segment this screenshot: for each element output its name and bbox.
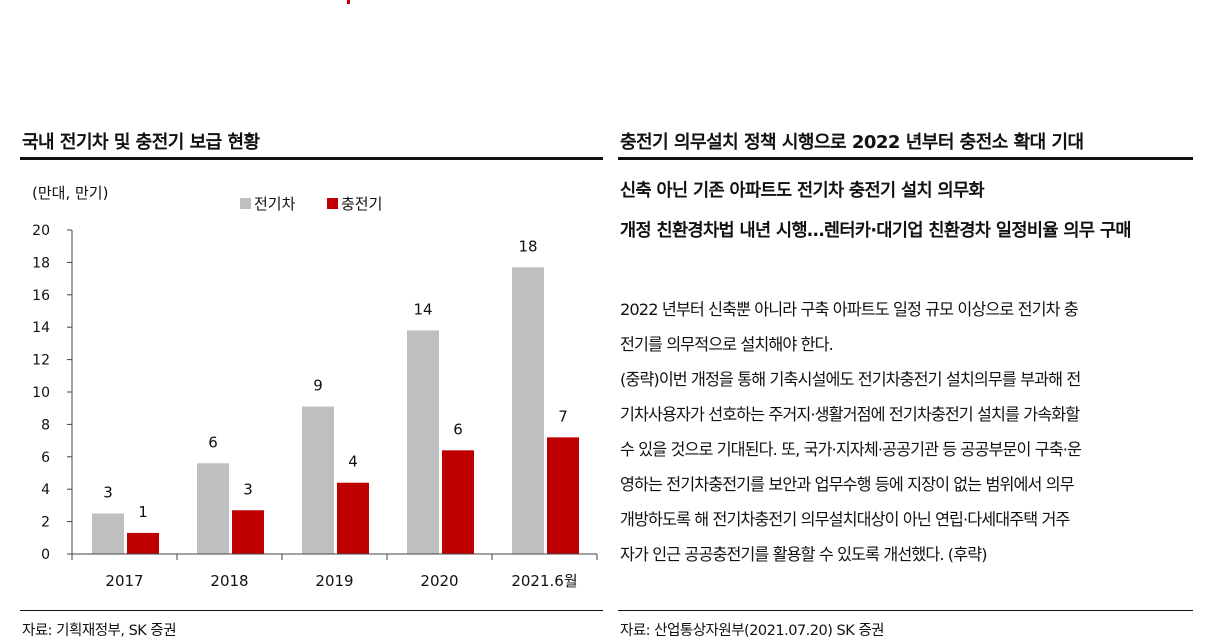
article-body-line: 개방하도록 해 전기차충전기 의무설치대상이 아닌 연립·다세대주택 거주 [620,510,1070,529]
bar-data-label: 6 [208,433,218,451]
article-body-line: 자가 인근 공공충전기를 활용할 수 있도록 개선했다. (후략) [620,545,988,564]
left-title-rule [20,157,603,160]
x-tick-label: 2017 [105,572,143,590]
chart-legend: 전기차 충전기 [240,195,382,213]
bar-data-label: 9 [313,377,323,395]
bar-charger [127,532,159,554]
bar-data-label: 7 [558,407,568,425]
bar-charger [337,482,369,554]
y-tick-label: 12 [32,353,50,369]
bar-ev [407,330,439,554]
headline-1: 신축 아닌 기존 아파트도 전기차 충전기 설치 의무화 [620,181,985,201]
left-panel-title: 국내 전기차 및 충전기 보급 현황 [22,132,260,153]
article-body-line: 2022 년부터 신축뿐 아니라 구축 아파트도 일정 규모 이상으로 전기차 … [620,300,1079,319]
right-panel-title: 충전기 의무설치 정책 시행으로 2022 년부터 충전소 확대 기대 [620,132,1084,153]
x-tick-label: 2018 [210,572,248,590]
x-tick-label: 2019 [315,572,353,590]
x-axis: 2017 2018 2019 2020 2021.6월 [71,553,598,590]
chart-unit-label: (만대, 만기) [32,184,108,202]
bar-data-label: 18 [518,237,537,255]
legend-label-0: 전기차 [254,195,296,213]
left-source-rule [20,610,603,611]
right-source: 자료: 산업통상자원부(2021.07.20) SK 증권 [620,623,885,639]
article-body-line: 전기를 의무적으로 설치해야 한다. [620,335,834,354]
bar-data-label: 1 [138,503,148,521]
red-dot-decoration [347,0,350,4]
left-source: 자료: 기획재정부, SK 증권 [22,623,177,639]
bar-charger [442,450,474,554]
article-body-line: (중략)이번 개정을 통해 기축시설에도 전기차충전기 설치의무를 부과해 전 [620,370,1081,389]
chart-bars: 3 1 6 3 9 4 14 6 18 7 [92,237,579,554]
bar-ev [92,513,124,554]
bar-data-label: 3 [243,480,253,498]
y-tick-label: 4 [41,482,50,498]
legend-swatch-0 [240,198,251,209]
x-tick-label: 2020 [420,572,458,590]
right-source-rule [618,610,1193,611]
headline-2: 개정 친환경차법 내년 시행…렌터카·대기업 친환경차 일정비율 의무 구매 [620,221,1132,241]
article-body-line: 기차사용자가 선호하는 주거지·생활거점에 전기차충전기 설치를 가속화할 [620,405,1080,424]
article-body-line: 영하는 전기차충전기를 보안과 업무수행 등에 지장이 없는 범위에서 의무 [620,475,1075,494]
bar-ev [512,267,544,554]
y-tick-label: 18 [32,255,50,271]
y-axis: 0 2 4 6 8 10 12 14 16 18 20 [32,223,73,563]
y-tick-label: 20 [32,223,50,239]
y-tick-label: 14 [32,320,50,336]
y-tick-label: 8 [41,417,50,433]
bar-data-label: 4 [348,453,358,471]
y-tick-label: 6 [41,450,50,466]
bar-data-label: 3 [103,484,113,502]
y-tick-label: 16 [32,288,50,304]
bar-ev [302,406,334,554]
bar-data-label: 14 [413,300,432,318]
legend-label-1: 충전기 [341,195,382,213]
right-title-rule [618,157,1193,160]
article-body-line: 수 있을 것으로 기대된다. 또, 국가·지자체·공공기관 등 공공부문이 구축… [620,440,1082,459]
bar-charger [232,510,264,554]
legend-swatch-1 [327,198,338,209]
y-tick-label: 2 [41,515,50,531]
x-tick-label: 2021.6월 [511,572,577,590]
bar-charger [547,437,579,554]
bar-data-label: 6 [453,420,463,438]
bar-ev [197,463,229,554]
y-tick-label: 10 [32,385,50,401]
y-tick-label: 0 [41,547,50,563]
